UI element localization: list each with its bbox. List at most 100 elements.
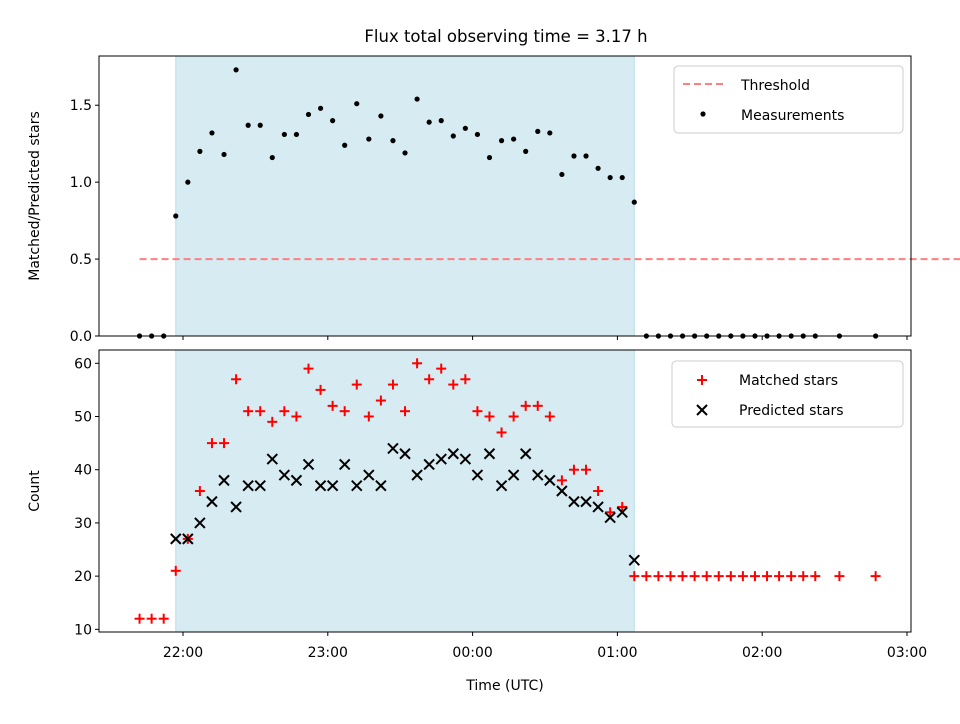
ratio-panel: 0.0 0.5 1.0 1.5 Matched/Predicted stars Thr… [27,55,960,345]
count-axes-frame [98,349,912,633]
matched-stars-point [375,395,386,406]
predicted-stars-point [532,469,544,481]
measurement-point [547,130,553,136]
matched-stars-point [834,571,845,582]
measurement-point [523,148,529,154]
measurement-point [559,171,565,178]
x-tick-label: 23:00 [308,645,348,661]
measurement-point [535,128,541,134]
predicted-stars-point [411,469,423,481]
matched-stars-point [291,411,302,422]
ratio-y-axis-label: Matched/Predicted stars [27,111,43,281]
measurement-point [378,113,384,119]
matched-stars-point [701,571,712,582]
measurement-point [257,122,263,128]
measurement-point [269,154,275,161]
legend-label: Predicted stars [739,403,844,419]
measurement-point [209,130,215,136]
matched-stars-point [267,416,278,427]
predicted-stars-point [254,479,266,492]
count-y-axis-label: Count [27,470,43,512]
measurement-point [317,105,324,111]
predicted-stars-point [266,453,279,465]
predicted-stars-point [218,474,230,487]
matched-stars-point [496,427,507,438]
legend-label: Threshold [740,78,810,94]
predicted-stars-point [314,479,327,492]
predicted-stars-point [399,448,411,460]
matched-stars-point [532,400,543,411]
matched-stars-point [279,406,290,417]
predicted-stars-point [459,453,472,465]
measurement-point [221,151,227,158]
matched-stars-point [134,613,145,624]
matched-stars-point [231,374,242,385]
matched-stars-point [472,406,483,417]
x-axis-label: Time (UTC) [465,678,543,694]
predicted-stars-point [604,511,616,524]
predicted-stars-point [363,469,375,481]
measurement-point [438,118,444,124]
measurement-point [185,179,191,185]
predicted-stars-point [616,506,628,518]
matched-stars-point [568,464,579,475]
y-tick-label: 10 [74,622,92,638]
measurement-point [426,119,432,125]
measurement-point [631,199,637,205]
ratio-axes-frame [98,55,912,337]
measurement-point [583,153,589,159]
predicted-stars-point [387,442,399,455]
matched-stars-point [243,406,254,417]
matched-stars-point [339,406,350,417]
matched-stars-point [749,571,760,582]
predicted-stars-point [580,495,592,508]
measurement-point [474,131,481,138]
matched-stars-point [460,374,471,385]
predicted-stars-point [290,474,303,487]
predicted-stars-point [242,479,254,492]
matched-stars-point [400,406,411,417]
measurement-point [197,148,203,154]
legend-box [673,65,904,134]
matched-stars-point [762,571,773,582]
predicted-stars-point [628,554,641,566]
predicted-stars-point [556,485,568,497]
predicted-stars-point [326,479,339,492]
count-legend: Matched stars Predicted stars [671,360,904,428]
predicted-stars-point [495,479,508,492]
matched-stars-point [436,363,447,374]
matched-stars-point [593,486,604,496]
predicted-stars-point [423,458,435,471]
predicted-stars-point [483,448,496,460]
matched-stars-point [677,571,688,582]
predicted-stars-point [230,501,242,513]
measurement-point [402,150,408,156]
legend-matched-swatch [697,375,707,385]
predicted-stars-point [375,479,387,492]
matched-stars-point [786,571,797,582]
measurement-point [354,101,360,107]
predicted-stars-point [471,469,484,481]
predicted-stars-point [447,448,460,460]
predicted-stars-point [206,495,218,508]
matched-stars-point [870,571,881,582]
legend-label: Measurements [741,108,844,124]
matched-stars-point [617,501,628,512]
matched-stars-point [351,379,362,390]
predicted-stars-point [351,479,363,492]
matched-stars-point [412,358,423,369]
x-tick-label: 22:00 [163,645,203,661]
measurement-point [390,138,396,144]
predicted-stars-point [519,448,532,460]
matched-stars-point [206,438,217,449]
measurement-point [245,122,251,128]
measurement-point [293,131,300,138]
ratio-legend: Threshold Measurements [673,65,904,134]
matched-stars-point [508,411,519,422]
matched-stars-point [689,571,700,582]
predicted-stars-point [507,469,520,481]
predicted-stars-point [544,474,556,487]
legend-label: Matched stars [739,373,838,389]
matched-stars-point [424,374,435,385]
predicted-stars-point [302,458,315,471]
